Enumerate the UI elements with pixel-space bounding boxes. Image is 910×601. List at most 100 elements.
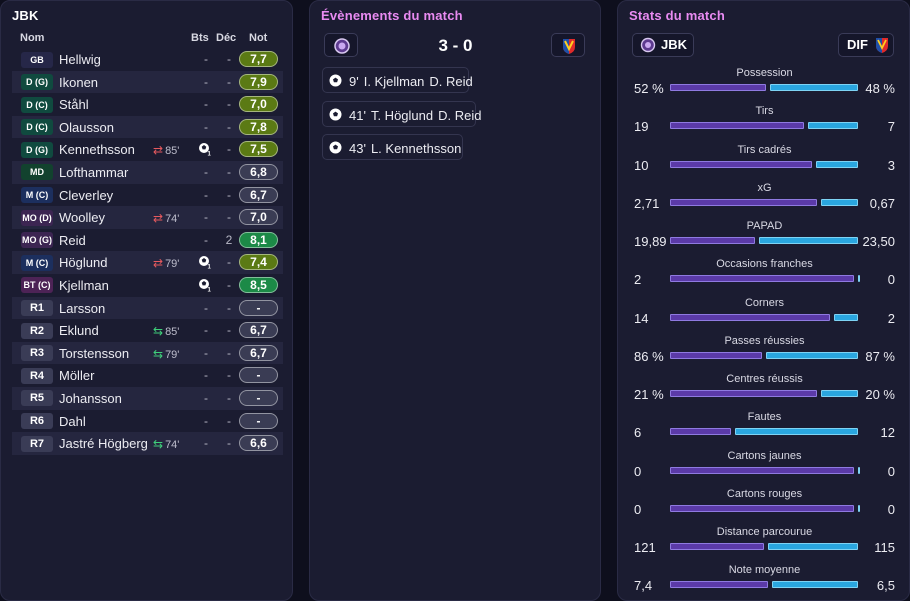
goal-icon: 1 [198, 255, 212, 271]
player-row[interactable]: R1 Larsson - - - [12, 296, 283, 320]
player-row[interactable]: R6 Dahl - - - [12, 410, 283, 433]
stat-away-bar [770, 84, 858, 91]
player-row[interactable]: D (C) Ståhl - -7,0 [12, 93, 283, 116]
decisive-value: - [227, 345, 231, 360]
player-row[interactable]: MD Lofthammar - -6,8 [12, 160, 283, 184]
stat-away-value: 87 % [865, 348, 895, 364]
stat-row: Occasions franches 2 0 [618, 258, 909, 296]
event-scorer: I. Kjellman [363, 74, 425, 89]
player-name[interactable]: Cleverley [59, 187, 114, 203]
position-badge: D (C) [21, 96, 53, 113]
player-row[interactable]: D (G) Ikonen - -7,9 [12, 70, 283, 94]
header-rating[interactable]: Not [249, 32, 268, 44]
event-scorer: L. Kennethsson [370, 141, 462, 156]
stat-home-bar [670, 581, 768, 589]
player-row[interactable]: R7 Jastré Högberg ⇆ 74' - -6,6 [12, 432, 283, 455]
player-name[interactable]: Kjellman [59, 277, 109, 293]
player-row[interactable]: R3 Torstensson ⇆ 79' - -6,7 [12, 341, 283, 365]
header-decisive[interactable]: Déc [216, 32, 237, 44]
away-club-badge[interactable] [551, 33, 585, 57]
player-row[interactable]: R4 Möller - - - [12, 364, 283, 387]
position-badge: R6 [21, 413, 53, 429]
position-badge: M (C) [21, 254, 53, 271]
goals-value: - [204, 52, 208, 66]
position-badge: GB [21, 51, 53, 68]
player-row[interactable]: BT (C) Kjellman 1 -8,5 [12, 274, 283, 297]
away-team-name: DIF [847, 37, 868, 52]
player-name[interactable]: Dahl [59, 413, 86, 429]
player-row[interactable]: MO (G) Reid - 2 8,1 [12, 229, 283, 252]
stat-row: Tirs cadrés 10 3 [618, 144, 909, 182]
header-goals[interactable]: Bts [191, 32, 209, 44]
stat-label: Tirs [755, 105, 774, 118]
rating-badge: - [239, 389, 278, 406]
goal-event[interactable]: 41' T. Höglund D. Reid [322, 101, 481, 127]
decisive-value: - [227, 97, 231, 112]
decisive-value: - [227, 300, 231, 315]
goal-event[interactable]: 9' I. Kjellman D. Reid [322, 67, 473, 93]
player-name[interactable]: Torstensson [59, 345, 130, 361]
substitution-minute: 85' [165, 326, 180, 339]
player-row[interactable]: M (C) Cleverley - -6,7 [12, 184, 283, 207]
rating-badge: 7,8 [239, 118, 278, 135]
stat-home-value: 2 [634, 272, 642, 288]
rating-badge: 7,4 [239, 254, 278, 271]
player-name[interactable]: Woolley [59, 210, 106, 226]
position-badge: R5 [21, 390, 53, 407]
position-badge: R7 [21, 435, 53, 452]
player-row[interactable]: MO (D) Woolley ⇄ 74' - -7,0 [12, 206, 283, 229]
player-row[interactable]: R2 Eklund ⇆ 85' - -6,7 [12, 319, 283, 342]
stat-away-bar [816, 160, 858, 168]
position-badge: BT (C) [21, 277, 53, 294]
player-name[interactable]: Möller [59, 368, 95, 384]
event-assist: D. Reid [429, 74, 473, 89]
rating-badge: 7,0 [239, 96, 278, 113]
stat-away-value: 3 [887, 157, 895, 173]
player-name[interactable]: Ikonen [59, 74, 99, 90]
header-name[interactable]: Nom [20, 32, 45, 44]
scoreline: 3 - 0 [324, 33, 587, 57]
goals-value: - [204, 74, 208, 89]
rating-badge: 6,7 [239, 344, 278, 361]
goals-value: - [204, 97, 208, 112]
player-row[interactable]: R5 Johansson - - - [12, 386, 283, 410]
player-row[interactable]: GB Hellwig - -7,7 [12, 48, 283, 71]
player-name[interactable]: Ståhl [59, 97, 89, 113]
home-team-tag[interactable]: JBK [632, 33, 694, 57]
away-team-tag[interactable]: DIF [838, 33, 894, 57]
stat-away-value: 0 [887, 501, 895, 517]
player-name[interactable]: Johansson [59, 390, 122, 406]
rating-badge: 8,1 [239, 231, 278, 248]
home-club-badge[interactable] [324, 33, 358, 57]
stat-home-bar [670, 237, 755, 244]
player-row[interactable]: M (C) Höglund ⇄ 79' 1 -7,4 [12, 251, 283, 274]
goals-value: - [204, 210, 208, 225]
player-name[interactable]: Olausson [59, 119, 114, 135]
player-name[interactable]: Reid [59, 232, 86, 248]
rating-badge: - [239, 367, 278, 384]
substitution-info: ⇄ 74' [153, 211, 179, 225]
stat-away-bar [808, 122, 858, 130]
football-icon [329, 74, 342, 87]
player-name[interactable]: Lofthammar [59, 164, 129, 180]
stat-home-value: 10 [634, 157, 649, 173]
player-name[interactable]: Kennethsson [59, 142, 135, 158]
player-name[interactable]: Höglund [59, 255, 108, 271]
position-badge: MO (G) [21, 232, 53, 249]
rating-badge: 6,7 [239, 322, 278, 339]
player-name[interactable]: Hellwig [59, 52, 101, 67]
player-row[interactable]: D (G) Kennethsson ⇄ 85' 1 -7,5 [12, 138, 283, 161]
player-name[interactable]: Eklund [59, 323, 99, 339]
player-name[interactable]: Larsson [59, 300, 106, 316]
goal-event[interactable]: 43' L. Kennethsson [322, 134, 463, 160]
substitution-info: ⇄ 85' [153, 143, 179, 157]
rating-badge: 6,6 [239, 435, 278, 452]
stat-label: Distance parcourue [716, 526, 813, 538]
stat-away-value: 0,67 [869, 195, 895, 211]
player-name[interactable]: Jastré Högberg [59, 436, 148, 452]
goals-value: - [204, 323, 208, 338]
jbk-badge-icon [640, 37, 656, 53]
stat-row: Tirs 19 7 [618, 105, 909, 143]
stats-panel: Stats du match JBK DIF Possession 52 % 48 … [617, 0, 910, 601]
player-row[interactable]: D (C) Olausson - -7,8 [12, 115, 283, 139]
